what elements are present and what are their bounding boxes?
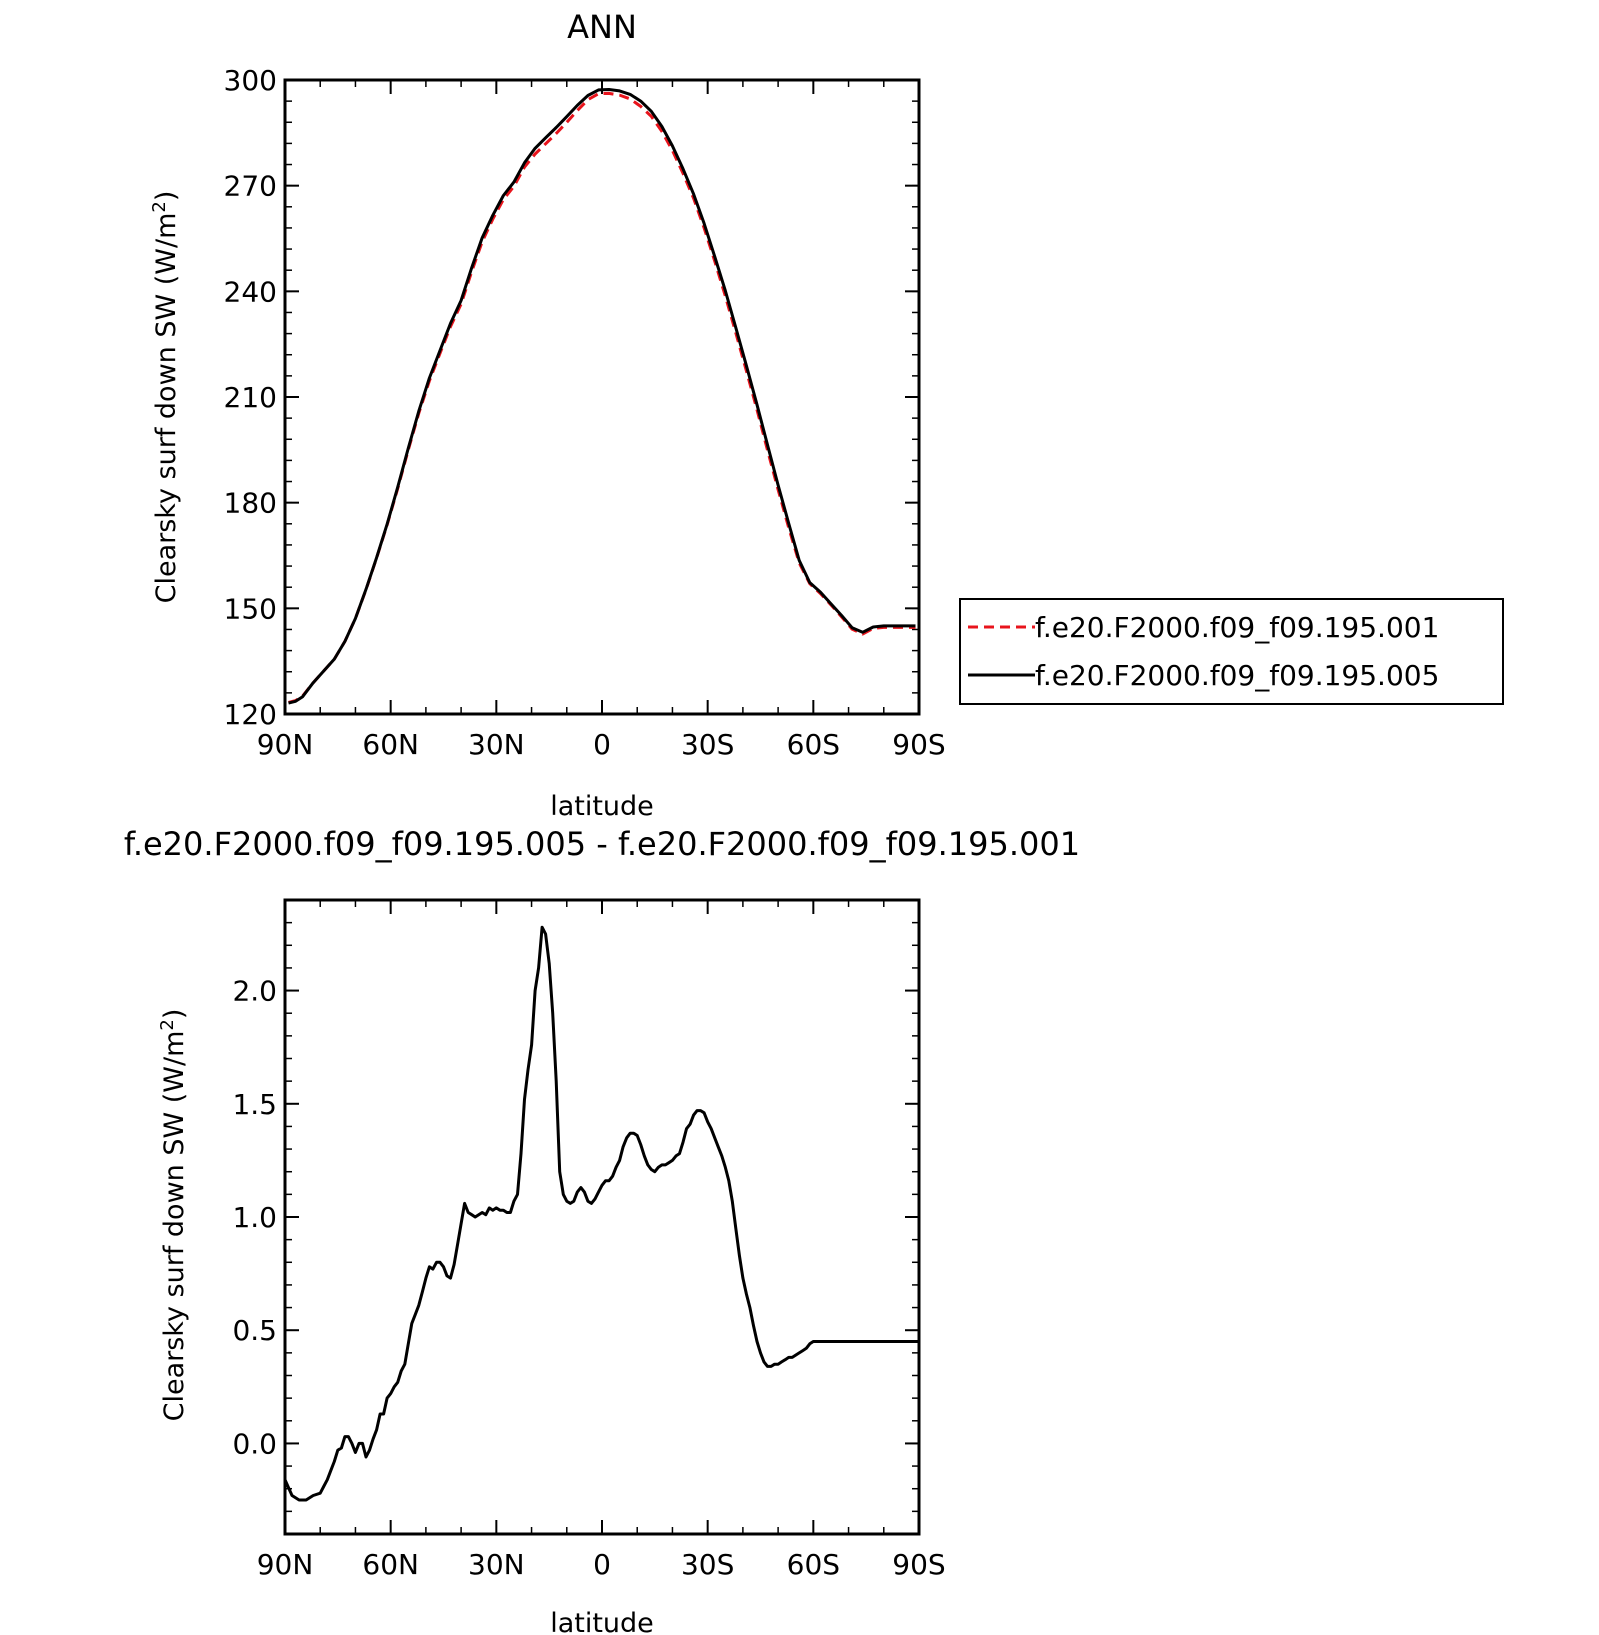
- bottom-chart-title: f.e20.F2000.f09_f09.195.005 - f.e20.F200…: [124, 825, 1080, 863]
- top-x-tick-label: 30S: [681, 728, 734, 761]
- bottom-y-axis-label-sup: 2: [157, 1019, 178, 1030]
- top-panel: ANN 90N 60N 30N 0 30S 60S 90S 120 150 180 210 240 27…: [149, 8, 1504, 822]
- bottom-series-line-0: [283, 925, 919, 1502]
- bottom-plot-frame: [283, 898, 921, 1536]
- top-y-axis-label-tail: ): [151, 191, 182, 202]
- top-y-tick-label: 180: [224, 487, 277, 520]
- legend-label-series-005: f.e20.F2000.f09_f09.195.005: [1035, 659, 1439, 692]
- bottom-x-axis-label: latitude: [550, 1608, 654, 1635]
- top-y-tick-label: 240: [224, 275, 277, 308]
- top-y-axis-label-sup: 2: [149, 201, 170, 212]
- bottom-series-lines: [283, 925, 919, 1502]
- top-series-line-0: [288, 91, 916, 704]
- top-y-tick-label: 120: [224, 698, 277, 731]
- legend-label-series-001: f.e20.F2000.f09_f09.195.001: [1035, 611, 1439, 644]
- top-y-axis-label-main: Clearsky surf down SW (W/m: [151, 213, 182, 604]
- top-x-tick-label: 0: [593, 728, 611, 761]
- bottom-y-axis-label-tail: ): [159, 1009, 190, 1020]
- bottom-y-tick-label: 2.0: [232, 975, 277, 1008]
- legend: f.e20.F2000.f09_f09.195.001 f.e20.F2000.…: [959, 598, 1504, 705]
- top-y-tick-label: 300: [224, 64, 277, 97]
- top-series-lines: [288, 88, 916, 705]
- bottom-x-tick-label: 90S: [892, 1548, 945, 1581]
- top-x-tick-label: 60N: [362, 728, 419, 761]
- bottom-y-tick-label: 0.5: [232, 1314, 277, 1347]
- bottom-axes: 90N 60N 30N 0 30S 60S 90S 0.0 0.5 1.0 1.5 2.0: [232, 899, 946, 1581]
- top-x-tick-label: 30N: [468, 728, 525, 761]
- top-x-tick-label: 60S: [787, 728, 840, 761]
- top-x-tick-label: 90N: [257, 728, 314, 761]
- bottom-x-tick-label: 60N: [362, 1548, 419, 1581]
- top-series-line-1: [288, 88, 916, 705]
- top-y-tick-label: 150: [224, 592, 277, 625]
- top-y-tick-label: 210: [224, 381, 277, 414]
- bottom-x-tick-label: 90N: [257, 1548, 314, 1581]
- bottom-y-axis-label: Clearsky surf down SW (W/m2): [157, 1009, 190, 1422]
- top-x-tick-label: 90S: [892, 728, 945, 761]
- bottom-y-tick-label: 0.0: [232, 1427, 277, 1460]
- top-axes: 90N 60N 30N 0 30S 60S 90S 120 150 180 210 240 270 300: [224, 64, 946, 761]
- bottom-x-tick-label: 60S: [787, 1548, 840, 1581]
- bottom-x-tick-label: 30S: [681, 1548, 734, 1581]
- top-y-axis-label: Clearsky surf down SW (W/m2): [149, 191, 182, 604]
- bottom-y-tick-label: 1.0: [232, 1201, 277, 1234]
- top-y-tick-label: 270: [224, 170, 277, 203]
- legend-box: [959, 598, 1504, 705]
- bottom-y-axis-label-main: Clearsky surf down SW (W/m: [159, 1031, 190, 1422]
- bottom-panel: f.e20.F2000.f09_f09.195.005 - f.e20.F200…: [124, 825, 1080, 1635]
- bottom-y-tick-label: 1.5: [232, 1088, 277, 1121]
- top-x-axis-label: latitude: [550, 791, 654, 822]
- top-plot-frame: [283, 78, 921, 716]
- bottom-x-tick-label: 0: [593, 1548, 611, 1581]
- top-chart-title: ANN: [567, 8, 637, 46]
- bottom-x-tick-label: 30N: [468, 1548, 525, 1581]
